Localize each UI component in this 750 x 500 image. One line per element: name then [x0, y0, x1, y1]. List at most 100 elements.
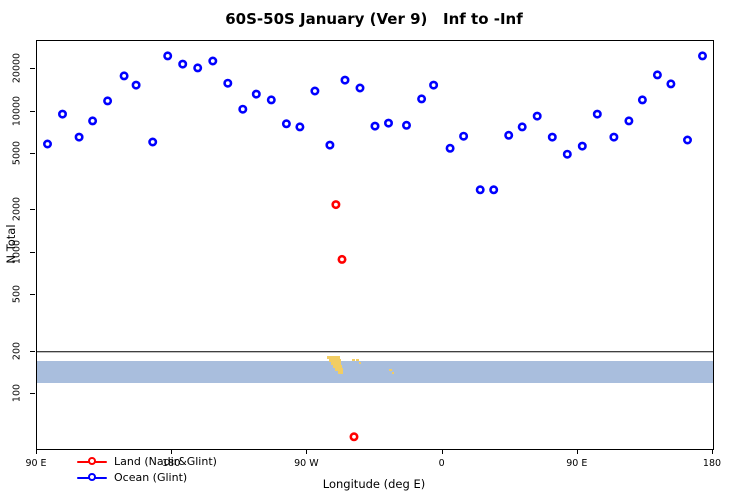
ocean-point	[88, 116, 98, 126]
y-tick-label: 1000	[11, 239, 23, 265]
y-tick-label: 200	[11, 341, 23, 360]
ocean-point	[697, 51, 707, 61]
legend-label-land: Land (Nadir&Glint)	[114, 455, 217, 468]
y-tick-mark	[30, 393, 35, 395]
ocean-point	[517, 122, 527, 132]
map-land-speck	[356, 359, 359, 361]
land-point	[337, 254, 347, 264]
ocean-point	[652, 70, 662, 80]
ocean-point	[238, 104, 248, 114]
x-tick-mark	[712, 449, 713, 454]
ocean-point	[103, 96, 113, 106]
y-tick-mark	[30, 251, 35, 253]
ocean-point	[504, 130, 514, 140]
ocean-point	[383, 118, 393, 128]
y-tick-label: 100	[11, 384, 23, 403]
y-tick-label: 5000	[11, 141, 23, 166]
ocean-point	[131, 80, 141, 90]
ocean-point	[682, 135, 692, 145]
x-tick-mark	[171, 449, 173, 454]
ocean-point	[355, 83, 365, 93]
x-axis-title: Longitude (deg E)	[322, 477, 426, 491]
ocean-point	[295, 122, 305, 132]
map-land-speck	[333, 365, 342, 368]
legend-item-land: Land (Nadir&Glint)	[77, 454, 217, 469]
ocean-point	[532, 111, 542, 121]
y-tick-label: 2000	[11, 197, 23, 222]
x-tick-mark	[306, 449, 308, 454]
map-land-speck	[329, 359, 341, 362]
ocean-point	[43, 139, 53, 149]
ocean-legend-marker-icon	[77, 473, 107, 482]
y-tick-mark	[30, 153, 35, 155]
map-ocean-band	[37, 361, 713, 383]
land-point	[349, 432, 359, 442]
ocean-point	[325, 140, 335, 150]
ocean-point	[310, 86, 320, 96]
x-tick-mark	[36, 449, 37, 454]
x-tick-label: 180	[162, 458, 181, 469]
legend-label-ocean: Ocean (Glint)	[114, 471, 188, 484]
chart-title: 60S-50S January (Ver 9) Inf to -Inf	[225, 10, 523, 28]
x-tick-label: 0	[438, 458, 445, 469]
y-tick-mark	[30, 350, 35, 352]
x-tick-mark	[576, 449, 578, 454]
map-land-speck	[392, 372, 394, 374]
ocean-point	[547, 132, 557, 142]
y-tick-label: 10000	[11, 95, 23, 126]
ocean-point	[609, 132, 619, 142]
map-land-speck	[335, 368, 343, 371]
map-land-speck	[331, 362, 341, 365]
legend: Land (Nadir&Glint) Ocean (Glint)	[77, 454, 217, 485]
x-tick-label: 90 W	[294, 458, 319, 469]
ocean-point	[577, 141, 587, 151]
ocean-point	[163, 51, 173, 61]
y-tick-label: 500	[11, 285, 23, 304]
y-tick-mark	[30, 68, 35, 70]
ocean-point	[57, 109, 67, 119]
ocean-point	[193, 63, 203, 73]
ocean-point	[592, 109, 602, 119]
x-tick-label: 180	[702, 458, 722, 469]
ocean-point	[624, 116, 634, 126]
ocean-point	[429, 80, 439, 90]
scatter-plot-canvas	[37, 51, 713, 442]
map-land-speck	[327, 356, 340, 359]
y-tick-mark	[30, 294, 35, 296]
map-land-speck	[352, 359, 355, 361]
x-tick-mark	[441, 449, 443, 454]
y-tick-mark	[30, 110, 35, 112]
ocean-point	[119, 71, 129, 81]
map-land-speck	[359, 362, 361, 364]
ocean-point	[459, 131, 469, 141]
ocean-point	[223, 78, 233, 88]
ocean-point	[666, 79, 676, 89]
ocean-point	[148, 137, 158, 147]
ocean-point	[637, 95, 647, 105]
ocean-point	[445, 143, 455, 153]
ocean-point	[251, 89, 261, 99]
ocean-point	[178, 59, 188, 69]
ocean-point	[281, 119, 291, 129]
x-tick-label: 90 E	[25, 458, 47, 469]
ocean-point	[562, 149, 572, 159]
x-tick-label: 90 E	[566, 458, 588, 469]
legend-item-ocean: Ocean (Glint)	[77, 470, 217, 485]
ocean-point	[370, 121, 380, 131]
map-land-speck	[389, 369, 392, 371]
ocean-point	[489, 185, 499, 195]
ocean-point	[475, 185, 485, 195]
ocean-point	[340, 75, 350, 85]
ocean-point	[417, 94, 427, 104]
ocean-point	[401, 120, 411, 130]
y-tick-mark	[30, 209, 35, 211]
plot-area: Land (Nadir&Glint) Ocean (Glint)	[36, 40, 714, 484]
land-legend-marker-icon	[77, 457, 107, 466]
ocean-point	[266, 95, 276, 105]
map-land-speck	[338, 371, 343, 374]
ocean-point	[74, 132, 84, 142]
land-point	[331, 200, 341, 210]
y-tick-label: 20000	[11, 52, 23, 84]
ocean-point	[208, 56, 218, 66]
